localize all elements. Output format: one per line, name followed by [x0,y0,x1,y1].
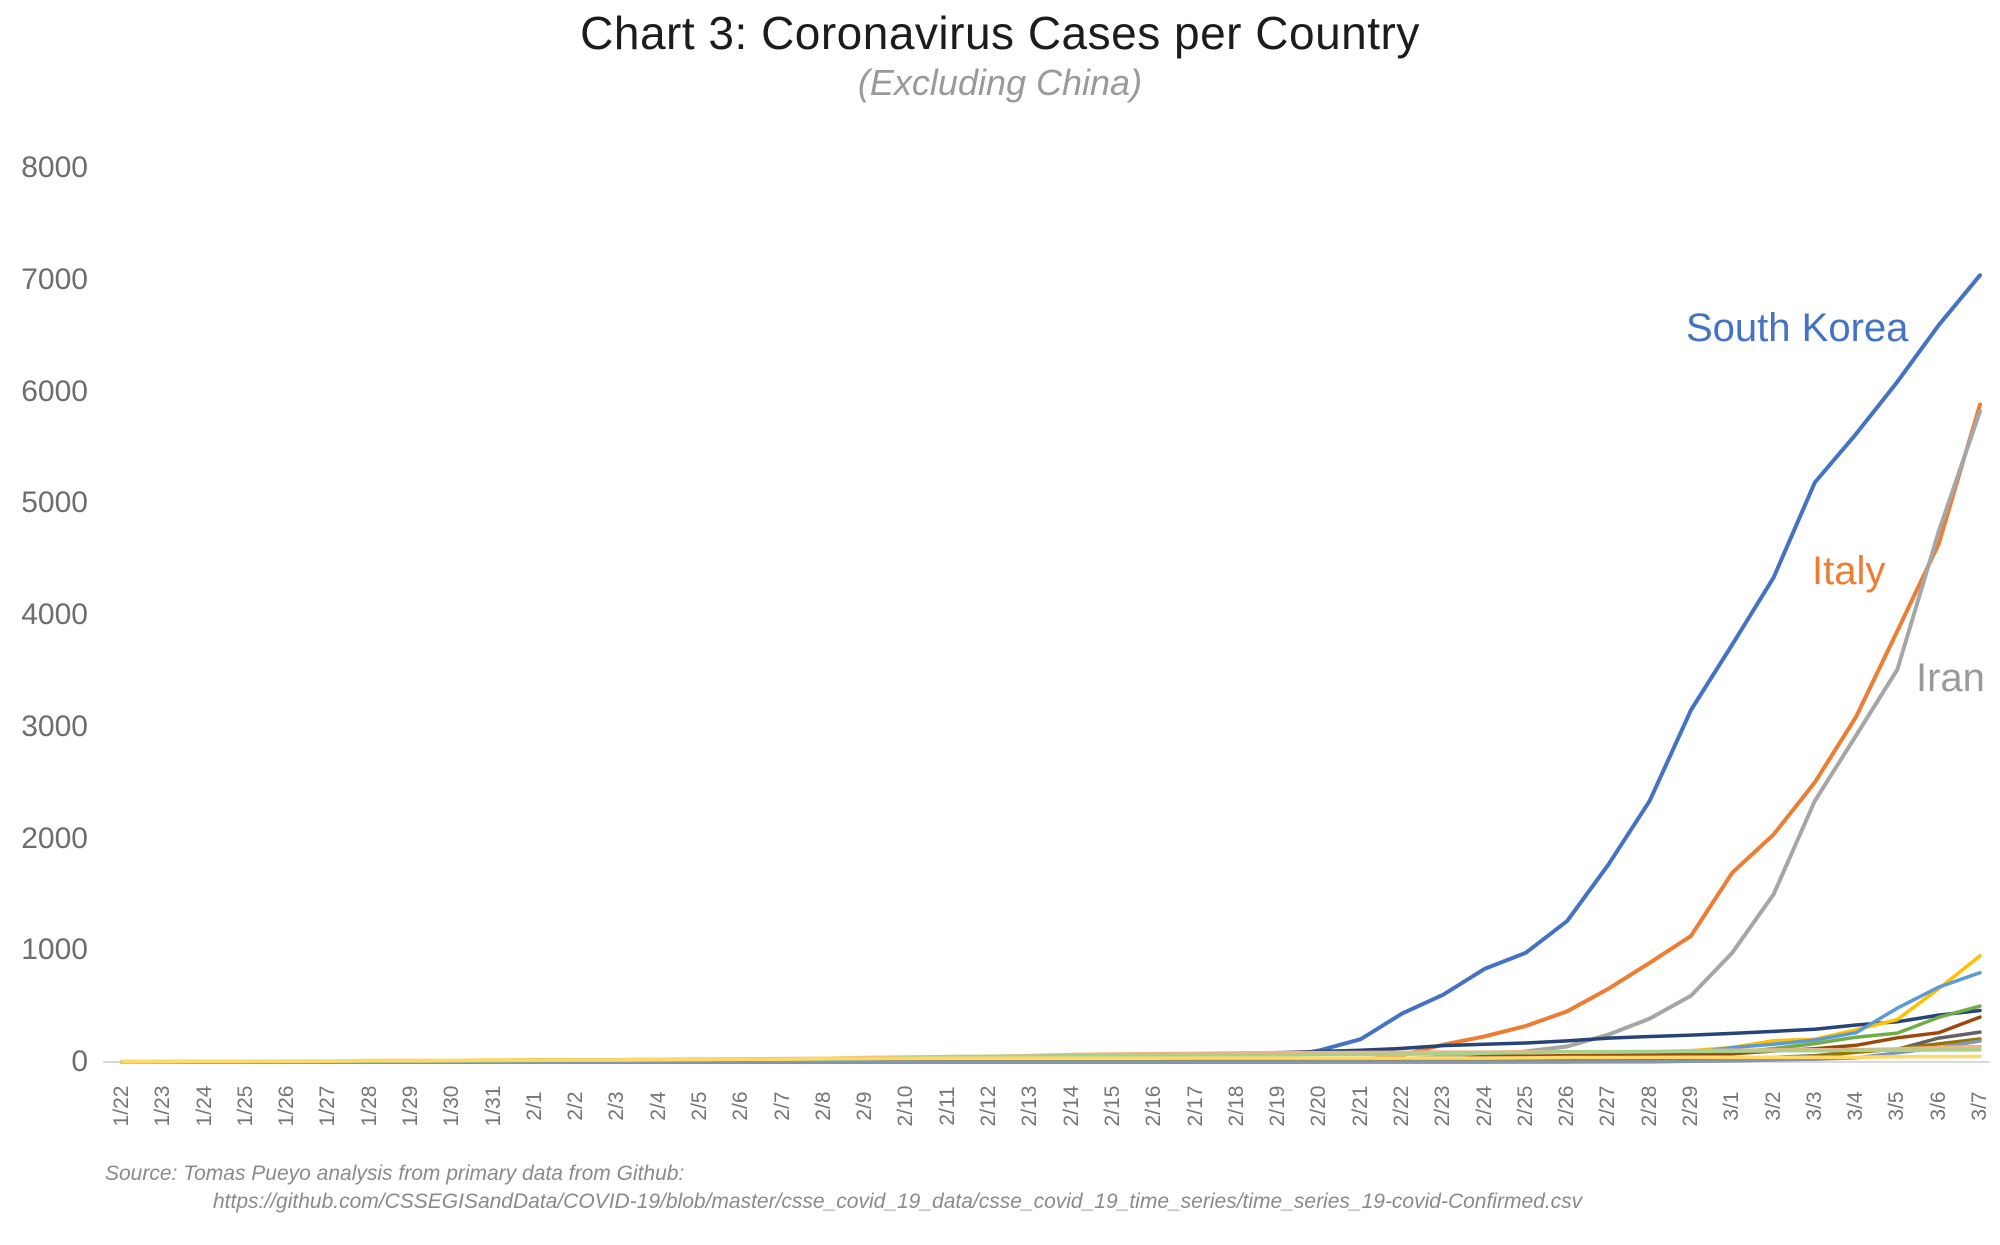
chart-title: Chart 3: Coronavirus Cases per Country [580,7,1420,59]
x-tick-label: 2/13 [1018,1085,1042,1127]
x-tick-label: 1/29 [399,1085,423,1127]
x-tick-label: 2/9 [853,1091,877,1121]
x-tick-label: 3/5 [1885,1091,1909,1121]
x-tick-label: 1/30 [440,1085,464,1127]
series-line-south-korea [120,273,1982,1064]
x-tick-label: 3/6 [1926,1091,1950,1121]
x-tick-label: 1/25 [233,1085,257,1127]
series-label-italy: Italy [1812,549,1886,593]
x-tick-label: 2/1 [522,1091,546,1121]
x-tick-label: 1/23 [151,1085,175,1127]
x-tick-label: 2/15 [1100,1085,1124,1127]
x-tick-label: 2/3 [605,1091,629,1121]
x-tick-label: 2/19 [1266,1085,1290,1127]
x-tick-label: 1/24 [192,1085,216,1127]
x-tick-label: 2/22 [1389,1085,1413,1127]
x-tick-label: 2/21 [1348,1085,1372,1127]
x-tick-label: 2/10 [894,1085,918,1127]
x-tick-label: 1/27 [316,1085,340,1127]
x-tick-label: 2/28 [1637,1085,1661,1127]
series-label-iran: Iran [1916,656,1985,700]
x-tick-label: 2/14 [1059,1085,1083,1127]
x-tick-label: 2/16 [1142,1085,1166,1127]
x-tick-label: 2/20 [1307,1085,1331,1127]
x-tick-label: 2/25 [1513,1085,1537,1127]
x-tick-label: 2/6 [729,1091,753,1121]
x-tick-label: 2/11 [935,1086,959,1126]
series-line-italy [120,402,1982,1064]
x-tick-label: 2/24 [1472,1085,1496,1127]
y-tick-label: 7000 [21,262,88,296]
x-tick-label: 2/23 [1431,1085,1455,1127]
series-line-other-11 [120,1054,1982,1064]
x-tick-label: 2/4 [646,1091,670,1121]
x-tick-label: 2/27 [1596,1085,1620,1127]
x-tick-label: 3/4 [1844,1091,1868,1121]
x-tick-label: 1/22 [110,1085,133,1127]
series-label-south-korea: South Korea [1686,306,1909,350]
series-line-other-2 [120,954,1982,1064]
x-tick-label: 3/7 [1968,1091,1991,1121]
x-tick-label: 2/5 [688,1091,712,1121]
x-tick-label: 1/26 [275,1085,299,1127]
x-tick-label: 2/17 [1183,1085,1207,1127]
y-tick-label: 8000 [21,151,88,184]
y-tick-label: 4000 [21,598,88,631]
x-tick-label: 2/2 [564,1091,588,1121]
chart-subtitle: (Excluding China) [857,62,1143,103]
y-tick-label: 2000 [21,821,88,855]
x-tick-label: 3/3 [1802,1091,1826,1121]
source-line-2: https://github.com/CSSEGISandData/COVID-… [213,1189,1583,1213]
x-tick-label: 3/1 [1720,1091,1744,1121]
source-note: Source: Tomas Pueyo analysis from primar… [105,1160,1582,1215]
x-tick-label: 2/7 [770,1091,794,1121]
x-tick-label: 1/31 [481,1085,505,1127]
x-tick-label: 3/2 [1761,1091,1785,1121]
x-tick-label: 2/29 [1678,1085,1702,1127]
x-tick-label: 2/26 [1555,1085,1579,1127]
x-tick-label: 2/8 [811,1091,835,1121]
x-tick-label: 2/12 [977,1085,1001,1127]
y-tick-label: 0 [71,1045,88,1078]
source-line-1: Source: Tomas Pueyo analysis from primar… [105,1162,685,1185]
y-tick-label: 6000 [21,374,88,408]
x-tick-label: 2/18 [1224,1085,1248,1127]
series-line-iran [120,409,1982,1064]
y-tick-label: 1000 [21,933,88,967]
y-tick-label: 5000 [21,486,88,520]
x-tick-label: 1/28 [357,1085,381,1127]
y-tick-label: 3000 [21,709,88,743]
